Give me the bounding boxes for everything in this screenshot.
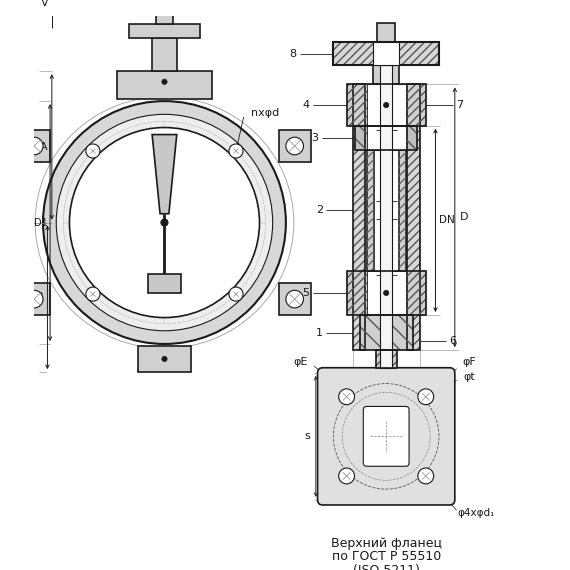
Bar	[353, 84, 365, 350]
Bar	[117, 71, 212, 99]
Text: nxφd: nxφd	[251, 108, 279, 117]
Bar	[398, 149, 405, 271]
Bar	[279, 283, 311, 315]
Bar	[367, 84, 405, 126]
Text: 4: 4	[303, 100, 310, 110]
Bar	[347, 271, 426, 315]
Bar	[367, 126, 405, 149]
Bar	[333, 42, 439, 65]
Circle shape	[161, 219, 168, 226]
Text: 8: 8	[290, 48, 296, 59]
Bar	[408, 84, 420, 350]
Text: (ISO 5211): (ISO 5211)	[353, 564, 420, 570]
Text: s: s	[304, 431, 310, 441]
Bar	[347, 84, 426, 126]
Bar	[367, 271, 405, 315]
Text: 3: 3	[311, 133, 319, 142]
Bar	[347, 84, 426, 126]
Bar	[408, 84, 420, 350]
Circle shape	[70, 128, 259, 317]
Circle shape	[384, 290, 389, 296]
Text: A: A	[40, 142, 48, 152]
Bar	[18, 130, 50, 162]
Bar	[373, 42, 400, 65]
Circle shape	[86, 287, 100, 301]
Circle shape	[26, 290, 43, 308]
Text: 6: 6	[450, 336, 457, 347]
Bar	[377, 23, 395, 42]
Bar	[148, 274, 181, 293]
Bar	[333, 42, 439, 65]
Text: Верхний фланец: Верхний фланец	[331, 537, 442, 550]
Polygon shape	[152, 135, 177, 214]
Text: 7: 7	[457, 100, 463, 110]
Bar	[360, 315, 413, 350]
Bar	[398, 149, 405, 271]
Bar	[279, 130, 311, 162]
Text: DN: DN	[439, 215, 455, 225]
Text: V: V	[41, 0, 48, 9]
Bar	[373, 65, 400, 84]
Bar	[408, 84, 420, 350]
Bar	[380, 65, 392, 368]
Circle shape	[384, 103, 389, 108]
Circle shape	[229, 287, 243, 301]
Circle shape	[339, 468, 355, 484]
Bar	[333, 42, 439, 65]
Bar	[138, 346, 191, 372]
Text: по ГОСТ Р 55510: по ГОСТ Р 55510	[332, 551, 441, 563]
Bar	[376, 350, 397, 368]
Text: C: C	[382, 391, 390, 401]
Bar	[355, 126, 417, 149]
Text: 1: 1	[316, 328, 323, 337]
Circle shape	[286, 137, 303, 155]
Text: φt: φt	[463, 372, 475, 382]
Circle shape	[26, 137, 43, 155]
Circle shape	[162, 79, 167, 84]
FancyBboxPatch shape	[363, 406, 409, 466]
Bar	[347, 271, 426, 315]
Bar	[152, 38, 177, 71]
FancyBboxPatch shape	[317, 368, 455, 505]
Text: D1: D1	[34, 218, 48, 227]
Text: 5: 5	[303, 288, 310, 298]
Bar	[360, 315, 413, 350]
Text: B: B	[36, 292, 43, 302]
Text: φF: φF	[462, 357, 476, 368]
Bar	[367, 149, 374, 271]
Bar	[353, 84, 365, 350]
Circle shape	[418, 468, 434, 484]
Text: D: D	[460, 212, 469, 222]
Bar	[376, 350, 397, 368]
Bar	[376, 350, 397, 368]
Circle shape	[86, 144, 100, 158]
Text: φE: φE	[294, 357, 308, 368]
Circle shape	[418, 389, 434, 405]
Circle shape	[162, 356, 167, 361]
Bar	[347, 271, 426, 315]
Bar	[353, 84, 365, 350]
Bar	[367, 149, 374, 271]
Circle shape	[56, 115, 272, 331]
Bar	[156, 0, 173, 24]
Circle shape	[43, 101, 286, 344]
Circle shape	[339, 389, 355, 405]
Bar	[129, 24, 200, 38]
Bar	[360, 315, 413, 350]
Text: φ4xφd₁: φ4xφd₁	[457, 508, 495, 518]
Bar	[347, 84, 426, 126]
Bar	[18, 283, 50, 315]
Circle shape	[286, 290, 303, 308]
Text: 2: 2	[316, 205, 323, 215]
Bar	[355, 126, 417, 149]
Bar	[355, 126, 417, 149]
Circle shape	[229, 144, 243, 158]
